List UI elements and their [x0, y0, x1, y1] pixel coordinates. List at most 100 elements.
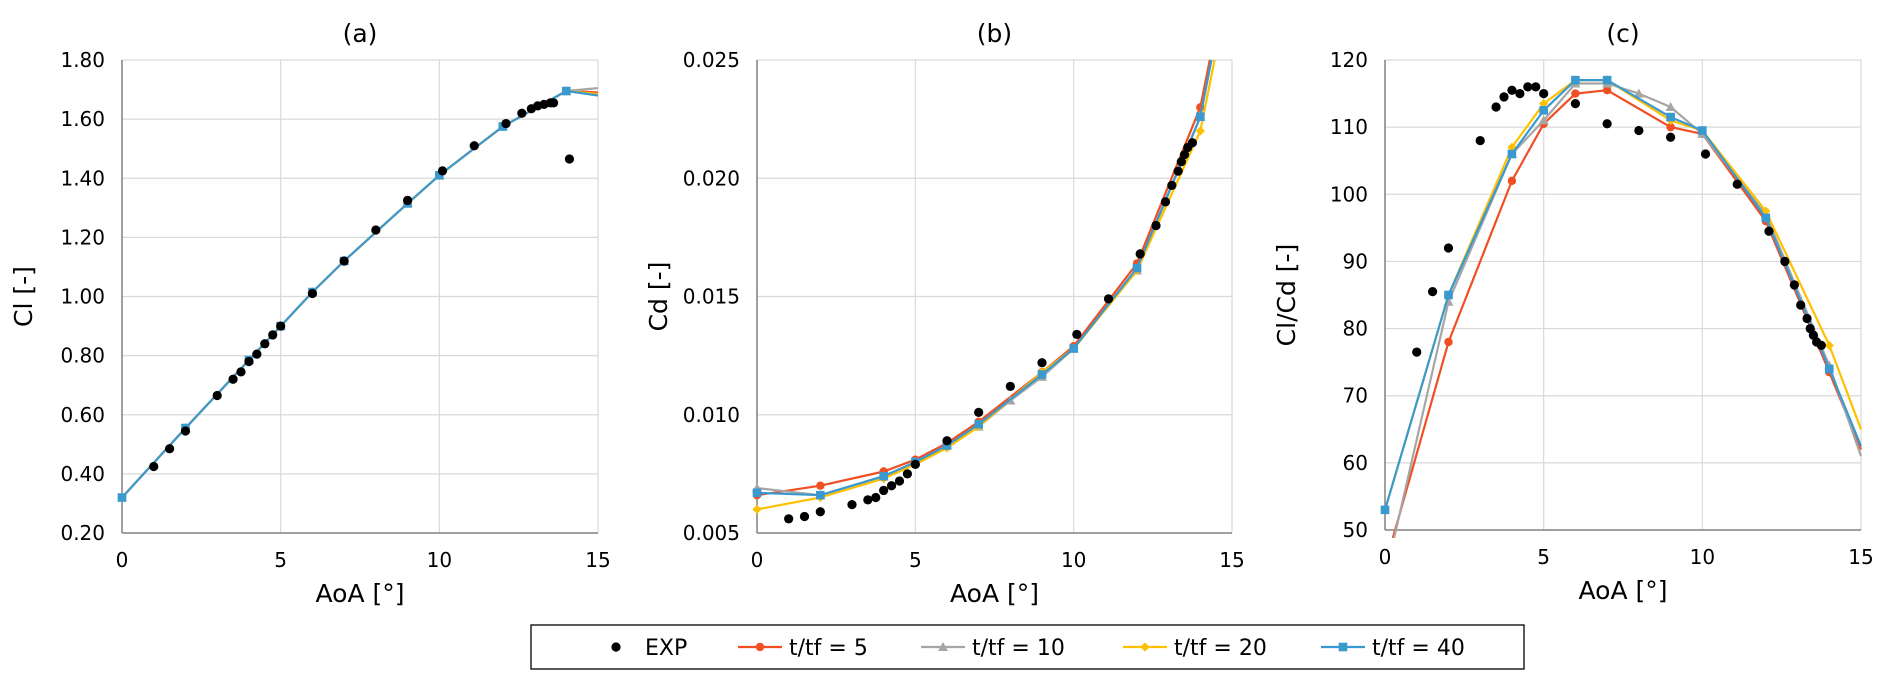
data-point-exp: [1412, 347, 1422, 357]
x-tick-label: 10: [1690, 545, 1715, 569]
data-point-exp: [402, 195, 413, 206]
data-point-exp: [236, 367, 246, 377]
data-point-exp: [1167, 180, 1177, 190]
data-point-exp: [1173, 166, 1183, 176]
y-tick-label: 0.005: [683, 521, 740, 545]
data-point-t5: [816, 481, 825, 490]
y-axis-label: Cd [-]: [644, 262, 673, 332]
series-line-t10: [756, 59, 1213, 497]
series-t5: [117, 86, 599, 502]
data-point-exp: [1151, 220, 1161, 231]
data-point-t40: [1761, 213, 1771, 223]
x-tick-label: 15: [1848, 545, 1873, 569]
plot-area: [1380, 75, 1863, 538]
data-point-exp: [863, 495, 873, 505]
y-tick-label: 0.015: [683, 285, 740, 309]
data-point-exp: [339, 256, 349, 266]
series-t5: [1391, 86, 1863, 538]
y-tick-label: 70: [1343, 384, 1368, 408]
data-point-exp: [815, 507, 825, 517]
data-point-exp: [1187, 138, 1198, 148]
data-point-exp: [260, 339, 270, 349]
y-axis-label: Cl/Cd [-]: [1272, 244, 1301, 347]
y-tick-label: 50: [1343, 518, 1368, 542]
data-point-t10: [1665, 102, 1676, 111]
legend-label-t20: t/tf = 20: [1174, 636, 1267, 661]
data-point-t5: [1602, 86, 1612, 95]
data-point-exp: [1602, 119, 1612, 129]
y-tick-label: 60: [1343, 451, 1368, 475]
series-line-t20: [121, 89, 599, 499]
data-point-exp: [252, 349, 262, 359]
data-point-exp: [1789, 280, 1799, 290]
series-exp: [784, 138, 1198, 524]
data-point-exp: [1135, 249, 1145, 259]
data-point-exp: [879, 485, 889, 496]
data-point-t40: [1069, 344, 1078, 353]
data-point-exp: [847, 500, 857, 510]
data-point-exp: [1160, 197, 1171, 207]
data-point-exp: [517, 108, 527, 118]
y-tick-label: 1.80: [60, 48, 105, 72]
panel-title: (c): [1606, 19, 1639, 48]
series-t5: [752, 59, 1211, 500]
data-point-exp: [1539, 88, 1549, 99]
y-tick-label: 0.020: [683, 166, 740, 190]
x-tick-label: 10: [427, 548, 452, 572]
data-point-exp: [1802, 313, 1812, 324]
data-point-exp: [437, 166, 448, 176]
series-t10: [117, 86, 599, 502]
data-point-exp: [1531, 82, 1541, 92]
y-tick-label: 0.025: [683, 48, 740, 72]
data-point-t40: [942, 441, 952, 450]
panel-title: (b): [977, 19, 1012, 48]
series-t20: [117, 86, 599, 503]
data-point-exp: [1700, 149, 1711, 159]
legend-label-t10: t/tf = 10: [972, 636, 1065, 661]
x-tick-label: 0: [1379, 545, 1392, 569]
legend-item-exp: EXP: [611, 636, 687, 661]
series-t40: [117, 86, 599, 502]
data-point-t40: [117, 493, 127, 502]
data-point-exp: [164, 444, 175, 454]
data-point-exp: [1037, 358, 1047, 368]
y-tick-label: 0.60: [60, 403, 105, 427]
data-point-exp: [1665, 132, 1676, 142]
series-t20: [752, 59, 1216, 514]
x-tick-label: 10: [1061, 548, 1086, 572]
y-tick-label: 0.010: [683, 403, 740, 427]
data-point-exp: [1507, 85, 1517, 95]
y-tick-label: 1.20: [60, 225, 105, 249]
data-point-exp: [548, 98, 559, 108]
data-point-t10: [1538, 115, 1549, 125]
chart-panel-1: 0 5 10 15 0.20 0.40 0.60 0.80 1.00 1.20 1.40 1.60 1.…: [9, 19, 611, 608]
data-point-t40: [1539, 106, 1548, 115]
series-exp: [1412, 82, 1826, 357]
data-point-exp: [784, 514, 794, 524]
y-tick-label: 100: [1330, 182, 1368, 206]
data-point-exp: [886, 481, 897, 491]
y-tick-label: 1.00: [60, 285, 105, 309]
data-point-exp: [1499, 92, 1509, 102]
legend-item-t10: t/tf = 10: [921, 636, 1065, 661]
x-tick-label: 5: [274, 548, 287, 572]
data-point-exp: [974, 407, 984, 418]
series-line-t40: [1383, 78, 1863, 511]
legend-label-t5: t/tf = 5: [789, 636, 868, 661]
x-tick-label: 15: [1219, 548, 1244, 572]
data-point-exp: [1764, 226, 1774, 236]
legend-marker-t5: [755, 642, 765, 652]
series-line-t10: [121, 87, 599, 499]
data-point-t20: [1539, 99, 1549, 109]
data-point-t40: [435, 170, 444, 180]
data-point-t5: [1444, 337, 1453, 347]
data-point-t40: [1196, 112, 1205, 122]
data-point-t40: [1666, 112, 1675, 122]
data-point-t20: [1507, 142, 1517, 152]
y-tick-label: 0.20: [60, 521, 105, 545]
data-point-t40: [974, 419, 983, 429]
data-point-exp: [228, 374, 238, 384]
data-point-t5: [1507, 176, 1517, 186]
data-point-exp: [1176, 157, 1186, 167]
